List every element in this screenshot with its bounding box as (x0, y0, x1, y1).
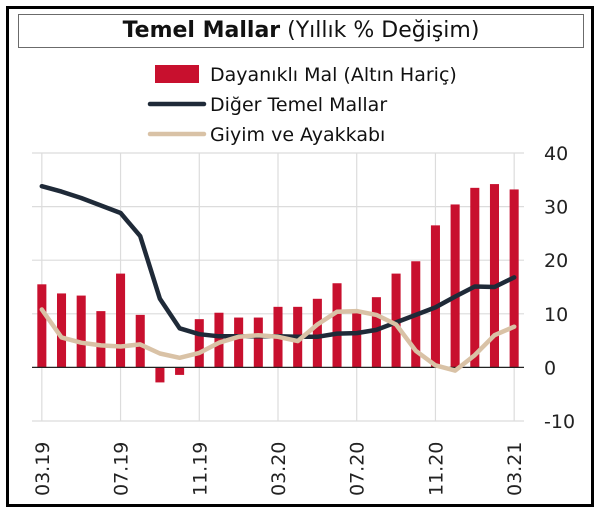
bar-dayanikli-mal (253, 317, 263, 368)
bar-dayanikli-mal (37, 284, 47, 368)
bar-dayanikli-mal (194, 319, 204, 368)
legend-label: Diğer Temel Mallar (210, 94, 387, 116)
legend-swatch-bar (155, 65, 199, 83)
x-tick-label: 03.19 (32, 442, 54, 496)
x-tick-label: 03.21 (504, 442, 526, 496)
y-tick-label: 0 (544, 357, 556, 379)
bar-dayanikli-mal (76, 295, 86, 368)
y-tick-label: -10 (544, 411, 575, 433)
x-tick-label: 07.20 (347, 442, 369, 496)
chart-title: Temel Mallar (122, 18, 281, 43)
x-tick-label: 03.20 (268, 442, 290, 496)
bar-dayanikli-mal (116, 273, 126, 368)
bar-dayanikli-mal (135, 314, 145, 368)
bar-dayanikli-mal (214, 312, 224, 368)
bar-dayanikli-mal (155, 367, 165, 383)
y-tick-label: 30 (544, 197, 568, 219)
bar-dayanikli-mal (234, 317, 244, 368)
bar-dayanikli-mal (352, 312, 362, 368)
line-giyim-ayakkabi (39, 307, 517, 373)
y-tick-label: 40 (544, 143, 568, 165)
chart-title-box: Temel Mallar (Yıllık % Değişim) (18, 14, 584, 48)
bar-dayanikli-mal (312, 298, 322, 368)
y-tick-label: 10 (544, 304, 568, 326)
y-tick-label: 20 (544, 250, 568, 272)
bar-dayanikli-mal (470, 187, 480, 368)
bar-dayanikli-mal (371, 297, 381, 368)
legend-label: Dayanıklı Mal (Altın Hariç) (210, 64, 457, 86)
x-tick-label: 11.19 (189, 442, 211, 496)
bar-dayanikli-mal (450, 204, 460, 368)
bar-dayanikli-mal (430, 225, 440, 368)
x-tick-label: 11.20 (425, 442, 447, 496)
bar-dayanikli-mal (175, 367, 185, 375)
bar-dayanikli-mal (96, 311, 106, 368)
chart-subtitle: (Yıllık % Değişim) (287, 18, 480, 43)
x-tick-label: 07.19 (111, 442, 133, 496)
legend-label: Giyim ve Ayakkabı (210, 124, 385, 146)
bar-dayanikli-mal (489, 184, 500, 368)
bar-dayanikli-mal (56, 293, 67, 368)
bar-dayanikli-mal (332, 283, 342, 368)
